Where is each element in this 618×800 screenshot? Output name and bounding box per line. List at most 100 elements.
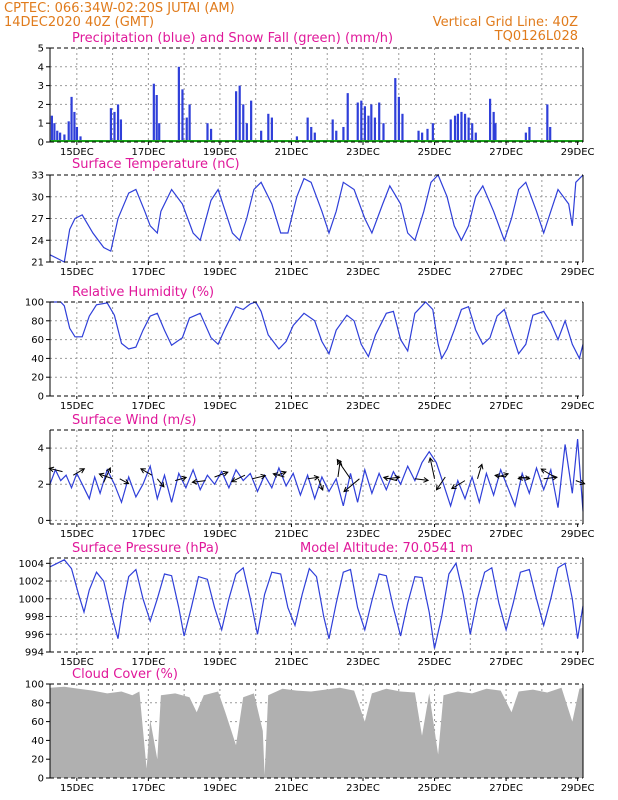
header-model: TQ0126L028 [494, 29, 578, 44]
precipitation-panel: Precipitation (blue) and Snow Fall (gree… [38, 31, 595, 158]
precip-bar [242, 104, 245, 142]
precip-bar [524, 132, 527, 142]
precip-bar [431, 123, 434, 142]
temperature-ytick-label: 33 [31, 171, 44, 182]
cloud-cover-ytick-label: 40 [31, 736, 44, 747]
precip-bar [363, 106, 366, 142]
header-station: CPTEC: 066:34W-02:20S JUTAI (AM) [4, 1, 235, 16]
wind-ytick-label: 2 [38, 480, 44, 491]
pressure-series-line [49, 559, 584, 649]
wind-arrowhead [272, 472, 279, 478]
humidity-xtick-label: 17DEC [132, 401, 166, 412]
cloud-cover-xtick-label: 27DEC [489, 783, 523, 794]
precip-bar [79, 136, 82, 142]
cloud-cover-area [50, 686, 583, 778]
cloud-cover-xtick-label: 29DEC [561, 783, 595, 794]
precipitation-xtick-label: 25DEC [418, 147, 452, 158]
wind-vector [156, 478, 165, 488]
wind-xtick-label: 25DEC [418, 529, 452, 540]
precipitation-xtick-label: 15DEC [60, 147, 94, 158]
precip-bar [177, 66, 180, 142]
precip-bar [295, 136, 299, 142]
precipitation-xtick-label: 29DEC [561, 147, 595, 158]
cloud-cover-ytick-label: 80 [31, 698, 44, 709]
precipitation-ytick-label: 1 [38, 119, 44, 130]
cloud-cover-xtick-label: 21DEC [275, 783, 309, 794]
temperature-xtick-label: 25DEC [418, 267, 452, 278]
pressure-ytick-label: 994 [25, 648, 44, 659]
precip-bar [549, 126, 552, 142]
humidity-ytick-label: 80 [31, 316, 44, 327]
wind-arrowhead [222, 470, 229, 477]
precip-bar [238, 85, 241, 142]
pressure-xtick-label: 17DEC [132, 657, 166, 668]
wind-vector [518, 476, 530, 480]
wind-arrowhead [336, 458, 342, 465]
header-date: 14DEC2020 40Z (GMT) [4, 15, 154, 30]
precip-bar [474, 132, 477, 142]
wind-arrowhead [394, 474, 401, 481]
wind-vector [343, 478, 360, 492]
precip-bar [73, 111, 76, 142]
wind-vector [476, 464, 483, 479]
pressure-xtick-label: 27DEC [489, 657, 523, 668]
wind-title: Surface Wind (m/s) [72, 413, 196, 428]
humidity-series-line [50, 301, 584, 361]
wind-arrowhead [280, 470, 287, 477]
wind-arrowhead [343, 486, 349, 493]
precip-bar [488, 98, 492, 142]
wind-arrowhead [524, 475, 531, 481]
cloud-cover-xtick-label: 25DEC [418, 783, 452, 794]
temperature-xtick-label: 27DEC [489, 267, 523, 278]
temperature-ytick-label: 27 [31, 214, 44, 225]
pressure-xtick-label: 29DEC [561, 657, 595, 668]
precip-bar [185, 117, 188, 142]
precip-bar [56, 130, 59, 142]
precip-bar [53, 123, 56, 142]
humidity-xtick-label: 15DEC [60, 401, 94, 412]
precip-bar [367, 115, 370, 142]
precip-bar [463, 113, 467, 142]
precip-bar [260, 130, 263, 142]
humidity-ytick-label: 40 [31, 354, 44, 365]
humidity-panel: Relative Humidity (%) 0 20 40 60 80 100 15DEC 1… [25, 285, 595, 412]
wind-vector [543, 476, 557, 480]
wind-arrowhead [313, 475, 320, 481]
precip-bar [456, 113, 459, 142]
wind-vector [73, 468, 85, 476]
humidity-xtick-label: 27DEC [489, 401, 523, 412]
precip-bar [206, 123, 209, 142]
wind-vector [140, 468, 153, 476]
precip-bar [426, 128, 429, 142]
wind-arrowhead [79, 468, 86, 474]
precip-bar [310, 126, 313, 142]
precip-bar [346, 93, 349, 142]
wind-arrowhead [552, 474, 558, 481]
cloud-cover-ytick-label: 0 [38, 774, 44, 785]
precip-bar [59, 132, 62, 142]
wind-arrowhead [318, 484, 324, 491]
temperature-ytick-label: 24 [31, 236, 44, 247]
humidity-xtick-label: 19DEC [203, 401, 237, 412]
wind-vector [317, 478, 324, 491]
precip-bar [449, 119, 452, 142]
precip-bar [460, 111, 463, 142]
pressure-title: Surface Pressure (hPa) [72, 541, 219, 556]
temperature-xtick-label: 21DEC [275, 267, 309, 278]
wind-panel: Surface Wind (m/s) 0 2 4 15DEC 17DEC 19DEC 21D… [38, 413, 595, 540]
wind-arrowhead [450, 484, 457, 490]
wind-arrowhead [159, 481, 165, 488]
precipitation-ytick-label: 3 [38, 81, 44, 92]
precipitation-xtick-label: 19DEC [203, 147, 237, 158]
temperature-xtick-label: 15DEC [60, 267, 94, 278]
wind-vector [103, 467, 111, 483]
wind-xtick-label: 19DEC [203, 529, 237, 540]
wind-arrowhead [48, 466, 55, 473]
precip-bar [417, 130, 420, 142]
precip-bar [401, 113, 404, 142]
wind-vector [495, 474, 507, 478]
wind-arrowhead [382, 475, 389, 482]
wind-vector [99, 473, 113, 480]
wind-arrowhead [140, 468, 146, 474]
precip-bar [335, 130, 338, 142]
